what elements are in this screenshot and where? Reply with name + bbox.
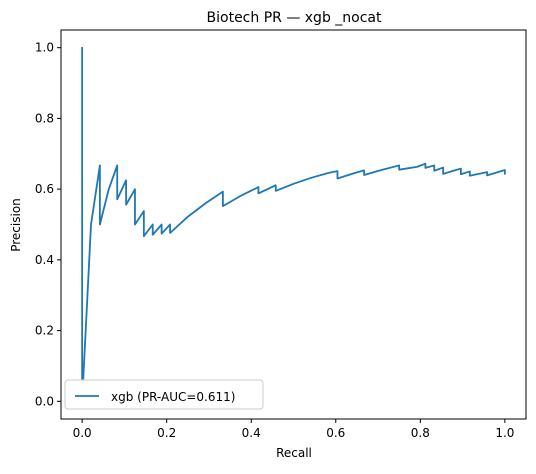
y-tick-label: 0.0	[35, 394, 54, 408]
y-axis-label: Precision	[9, 198, 23, 252]
x-axis: 0.0 0.2 0.4 0.6 0.8 1.0	[73, 419, 514, 440]
x-tick-label: 0.0	[73, 426, 92, 440]
plot-frame	[60, 29, 527, 420]
legend: xgb (PR-AUC=0.611)	[64, 379, 264, 410]
legend-label: xgb (PR-AUC=0.611)	[111, 390, 235, 404]
y-tick-label: 0.8	[35, 111, 54, 125]
x-axis-label: Recall	[276, 446, 312, 460]
x-tick-label: 0.2	[157, 426, 176, 440]
y-tick-label: 1.0	[35, 41, 54, 55]
y-tick-label: 0.4	[35, 253, 54, 267]
series-line-0	[81, 46, 506, 403]
y-axis: 0.0 0.2 0.4 0.6 0.8 1.0	[35, 41, 61, 408]
x-tick-label: 0.6	[326, 426, 345, 440]
x-tick-label: 0.8	[411, 426, 430, 440]
x-tick-label: 0.4	[242, 426, 261, 440]
y-tick-label: 0.6	[35, 182, 54, 196]
y-tick-label: 0.2	[35, 324, 54, 338]
legend-box	[64, 379, 264, 410]
chart-title: Biotech PR — xgb _nocat	[207, 10, 382, 26]
plot-area	[81, 46, 506, 403]
x-tick-label: 1.0	[495, 426, 514, 440]
